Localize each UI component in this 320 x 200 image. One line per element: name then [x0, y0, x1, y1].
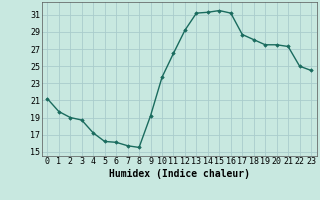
- X-axis label: Humidex (Indice chaleur): Humidex (Indice chaleur): [109, 169, 250, 179]
